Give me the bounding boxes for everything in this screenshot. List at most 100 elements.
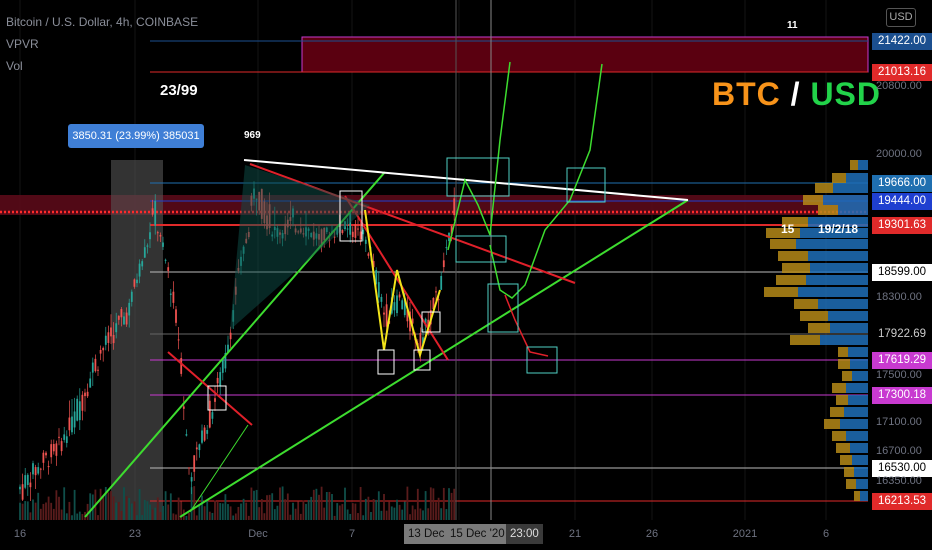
candle-body — [453, 198, 456, 216]
price-tag: 21422.00 — [872, 32, 932, 50]
vpvr-bar-up — [838, 347, 848, 357]
volume-bar — [227, 504, 229, 520]
minor-trend-line — [189, 424, 249, 513]
volume-bar — [331, 494, 333, 520]
label-date: 19/2/18 — [818, 222, 859, 236]
candle-body — [47, 466, 50, 468]
vpvr-bar-up — [790, 335, 820, 345]
candle-body — [393, 302, 396, 311]
x-axis-label: 23 — [128, 528, 142, 540]
candle-body — [375, 270, 378, 285]
projection-down — [504, 294, 549, 357]
volume-bar — [107, 492, 110, 520]
zones — [0, 0, 869, 520]
volume-bar — [50, 502, 53, 520]
volume-bar — [286, 493, 289, 520]
candle-body — [172, 291, 175, 303]
volume-bar — [221, 503, 224, 520]
counter-label: 23/99 — [160, 82, 198, 99]
indicator-vol[interactable]: Vol — [6, 59, 23, 73]
volume-bar — [39, 508, 42, 520]
volume-bar — [24, 501, 27, 520]
candle-body — [99, 349, 102, 354]
x-axis-label: Dec — [248, 528, 268, 540]
volume-bar — [99, 488, 102, 520]
candle-body — [424, 318, 427, 327]
symbol-title[interactable]: Bitcoin / U.S. Dollar, 4h, COINBASE — [6, 15, 199, 29]
volume-bar — [123, 487, 125, 520]
volume-bar — [110, 491, 112, 520]
candle-body — [177, 339, 180, 341]
candle-body — [84, 392, 86, 397]
price-tag: 17922.69 — [872, 325, 932, 343]
vpvr-bar-up — [764, 287, 798, 297]
vpvr-bar-up — [854, 491, 860, 501]
marker-box-3 — [421, 311, 441, 333]
volume-bar — [302, 500, 305, 520]
vpvr-bar-down — [830, 323, 868, 333]
volume-bar — [258, 507, 261, 520]
candle-body — [188, 467, 190, 469]
volume-bar — [156, 497, 159, 520]
vpvr-bar-up — [838, 359, 850, 369]
volume-bar — [380, 510, 383, 520]
price-tag: 19301.63 — [872, 216, 932, 234]
candle-body — [156, 232, 159, 234]
volume-bar — [104, 486, 107, 520]
descending-resistance — [243, 159, 689, 201]
volume-bar — [294, 508, 297, 520]
volume-bar — [37, 492, 40, 520]
volume-bar — [52, 508, 55, 520]
volume-bar — [242, 498, 245, 520]
currency-button[interactable]: USD — [886, 8, 916, 27]
x-axis-label: 6 — [822, 528, 830, 540]
candle-body — [359, 231, 362, 240]
candle-body — [175, 309, 177, 323]
volume-bar — [328, 491, 331, 520]
volume-bar — [372, 499, 375, 520]
y-axis-label: 16700.00 — [876, 445, 922, 457]
candle-body — [450, 225, 453, 236]
time-tag-start: 13 Dec — [404, 524, 449, 544]
volume-bar — [58, 496, 60, 520]
volume-bar — [292, 502, 294, 520]
volume-bar — [240, 503, 242, 520]
vpvr-bar-up — [850, 160, 858, 170]
candle-body — [333, 236, 336, 238]
volume-bar — [141, 515, 144, 520]
vpvr-bar-up — [844, 467, 854, 477]
volume-bar — [120, 510, 123, 520]
candle-body — [143, 247, 146, 258]
candle-body — [78, 401, 81, 421]
pair-title: BTC / USD — [712, 76, 881, 113]
y-axis-label: 16350.00 — [876, 475, 922, 487]
volume-bar — [305, 503, 307, 520]
volume-bar — [195, 515, 198, 520]
vpvr-bar-down — [852, 455, 868, 465]
y-axis-label: 17500.00 — [876, 369, 922, 381]
candle-body — [65, 436, 68, 443]
candle-body — [206, 430, 209, 434]
candle-body — [221, 359, 224, 373]
y-axis-label: 18300.00 — [876, 291, 922, 303]
volume-bar — [253, 490, 255, 520]
candle-body — [445, 247, 448, 249]
indicator-vpvr[interactable]: VPVR — [6, 37, 39, 51]
candle-body — [107, 332, 110, 343]
volume-bar — [146, 501, 149, 520]
candle-body — [185, 434, 188, 436]
volume-bar — [29, 512, 32, 520]
vpvr-bar-down — [846, 431, 868, 441]
vpvr-bar-up — [832, 431, 846, 441]
candle-body — [146, 245, 149, 247]
candle-body — [349, 213, 352, 235]
price-tag: 16213.53 — [872, 492, 932, 510]
volume-bar — [247, 515, 250, 520]
volume-bar — [143, 499, 146, 520]
volume-bar — [266, 495, 268, 520]
candle-body — [128, 302, 131, 316]
volume-bar — [214, 500, 216, 520]
candle-body — [94, 358, 97, 372]
volume-bar — [154, 507, 157, 520]
